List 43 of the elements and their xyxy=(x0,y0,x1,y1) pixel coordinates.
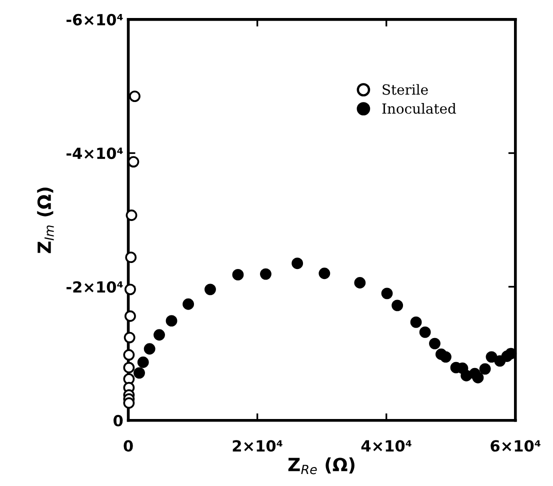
point xyxy=(134,367,145,379)
point xyxy=(260,268,272,280)
y-axis-title: Z$_{Im}$ (Ω) xyxy=(37,188,54,254)
point xyxy=(123,397,135,409)
point xyxy=(381,288,393,300)
point xyxy=(440,351,452,363)
point xyxy=(125,252,137,264)
point xyxy=(318,268,330,280)
y-tick-label: 0 xyxy=(114,414,123,426)
point xyxy=(129,90,140,102)
x-axis-title: Z$_{Re}$ (Ω) xyxy=(288,457,354,474)
point xyxy=(124,310,136,322)
point xyxy=(505,348,517,360)
point xyxy=(144,343,156,355)
x-tick-label: 4×10⁴ xyxy=(361,440,412,452)
point xyxy=(410,316,422,328)
point xyxy=(479,363,491,375)
point xyxy=(392,300,404,312)
y-tick-label: -4×10⁴ xyxy=(66,148,123,160)
point xyxy=(292,258,304,270)
y-tick-label: -6×10⁴ xyxy=(66,14,123,26)
point xyxy=(123,362,135,374)
point xyxy=(204,284,216,296)
point xyxy=(354,277,366,288)
point xyxy=(154,329,165,341)
point xyxy=(123,349,135,361)
point xyxy=(486,351,498,363)
point xyxy=(137,356,149,368)
point xyxy=(232,268,244,280)
x-tick-label: 0 xyxy=(124,440,133,452)
point xyxy=(429,338,440,350)
point xyxy=(126,210,138,221)
legend-label: Inoculated xyxy=(382,103,456,114)
y-tick-label: -2×10⁴ xyxy=(66,281,123,293)
point xyxy=(124,332,136,344)
point xyxy=(182,298,194,310)
x-tick-label: 2×10⁴ xyxy=(232,440,282,452)
legend-label: Sterile xyxy=(382,84,428,95)
point xyxy=(419,326,431,338)
point xyxy=(472,372,484,384)
point xyxy=(124,284,136,296)
x-tick-label: 6×10⁴ xyxy=(490,440,540,452)
point xyxy=(166,315,178,327)
